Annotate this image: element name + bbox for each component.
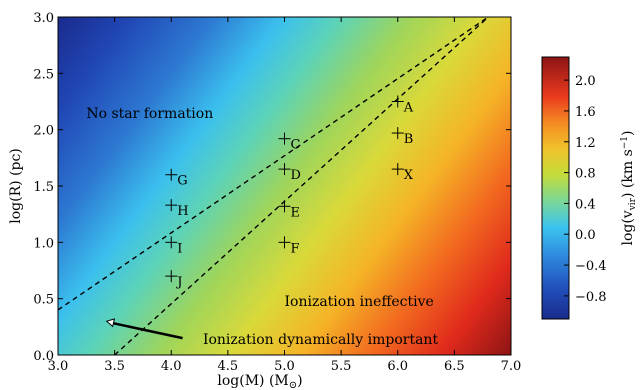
colorbar-tick-label: 0.8 [575, 167, 596, 182]
colorbar-tick-label: 1.2 [575, 136, 596, 151]
colorbar-tick-label: 2.0 [575, 74, 596, 89]
point-H: H [165, 199, 189, 219]
point-label: B [404, 132, 414, 147]
x-tick-label: 7.0 [501, 359, 522, 374]
x-tick-label: 5.0 [274, 359, 295, 374]
x-tick-label: 5.5 [331, 359, 352, 374]
colorbar-tick-label: 0.4 [575, 197, 596, 212]
point-label: F [291, 241, 300, 256]
point-label: A [403, 101, 414, 116]
colorbar-tick-label: 1.6 [575, 105, 596, 120]
x-tick-label: 4.0 [161, 359, 182, 374]
annotation-arrowhead [105, 318, 116, 328]
point-J: J [165, 270, 182, 290]
colorbar [541, 56, 570, 320]
colorbar-tick-label: −0.8 [575, 290, 607, 305]
point-E: E [278, 200, 301, 220]
point-label: D [291, 168, 301, 183]
point-G: G [165, 168, 188, 189]
point-D: D [278, 163, 301, 183]
point-B: B [391, 127, 414, 147]
colorbar-ticks: 2.0 1.6 1.2 0.8 0.4 0.0 −0.4 −0.8 [564, 74, 607, 305]
colorbar-tick-label: 0.0 [575, 228, 596, 243]
point-label: C [291, 138, 301, 153]
point-label: X [404, 168, 414, 183]
x-tick-label: 6.5 [444, 359, 465, 374]
x-tick-label: 3.5 [104, 359, 125, 374]
point-I: I [165, 236, 182, 256]
point-F: F [278, 236, 300, 256]
cluster-points: A B X CD E F GH I J [165, 95, 414, 290]
y-axis: 0.0 0.5 1.0 1.5 2.0 2.5 3.0 [33, 11, 511, 364]
annotation-arrow [110, 321, 183, 340]
annotation-3: Ionization dynamically important [203, 332, 438, 348]
point-C: C [278, 132, 301, 153]
y-tick-label: 1.5 [33, 180, 54, 195]
heatmap-field [58, 17, 511, 355]
colorbar-label: log(vvir) (km s−1) [620, 130, 638, 245]
y-tick-label: 1.0 [33, 236, 54, 251]
y-tick-label: 2.0 [33, 124, 54, 139]
y-axis-label: log(R) (pc) [8, 148, 24, 224]
y-tick-label: 0.5 [33, 293, 54, 308]
dashed-line-1 [58, 17, 489, 311]
point-label: E [291, 205, 301, 220]
x-tick-label: 4.5 [218, 359, 239, 374]
dashed-lines [58, 17, 489, 355]
x-axis-label: log(M) (M⊙) [217, 373, 302, 390]
point-label: I [177, 241, 182, 256]
annotation-2: Ionization ineffective [285, 294, 434, 310]
annotations: No star formation Ionization ineffective I… [86, 106, 438, 348]
x-axis: 3.0 3.5 4.0 4.5 5.0 5.5 6.0 6.5 7.0 [48, 17, 522, 374]
point-label: H [177, 204, 188, 219]
dashed-line-2 [114, 17, 489, 355]
x-tick-label: 6.0 [387, 359, 408, 374]
colorbar-tick-label: −0.4 [575, 259, 607, 274]
point-X: X [391, 163, 414, 183]
point-label: G [177, 174, 187, 189]
y-tick-label: 3.0 [33, 11, 54, 26]
y-tick-label: 2.5 [33, 67, 54, 82]
annotation-1: No star formation [86, 106, 213, 122]
y-tick-label: 0.0 [33, 349, 54, 364]
x-tick-label: 3.0 [48, 359, 69, 374]
point-A: A [391, 95, 414, 116]
point-label: J [175, 275, 182, 290]
